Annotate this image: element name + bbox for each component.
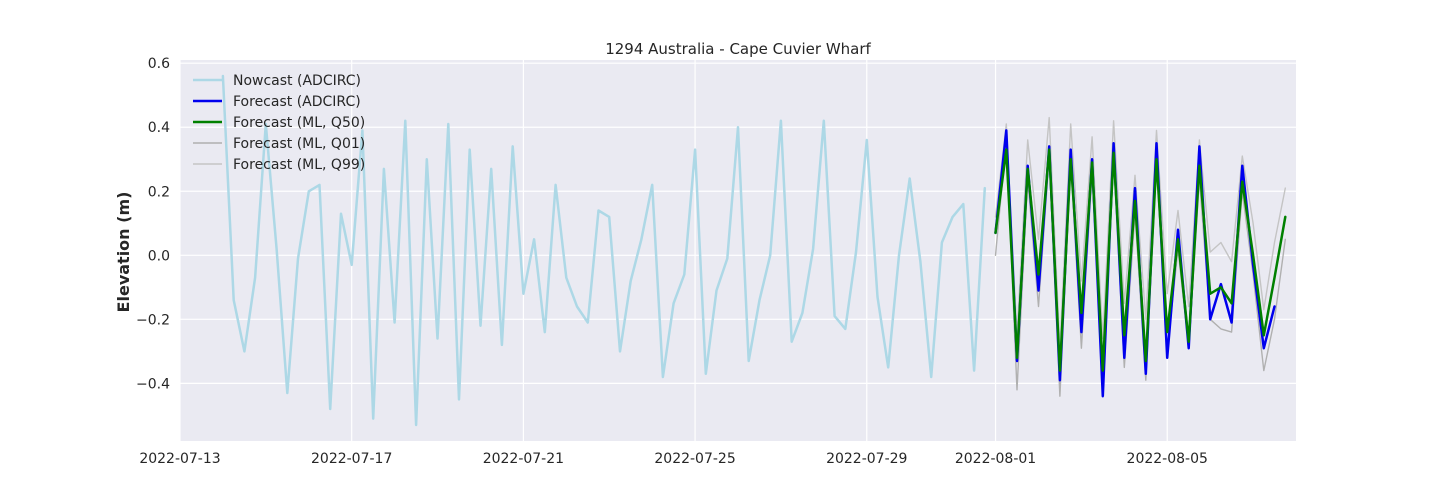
- series-line-5: [994, 148, 1287, 372]
- y-axis-label: Elevation (m): [114, 192, 133, 313]
- legend-label: Forecast (ML, Q01): [233, 136, 365, 152]
- x-tick-label: 2022-08-01: [955, 451, 1036, 467]
- legend: Nowcast (ADCIRC) Forecast (ADCIRC) Forecas…: [193, 73, 365, 173]
- x-tick-label: 2022-07-17: [311, 451, 392, 467]
- x-tick-label: 2022-07-29: [826, 451, 907, 467]
- y-tick-label: −0.2: [136, 312, 170, 328]
- legend-item: Forecast (ML, Q01): [193, 136, 365, 152]
- series-line-1: [221, 74, 987, 427]
- legend-label: Forecast (ADCIRC): [233, 94, 361, 110]
- legend-item: Nowcast (ADCIRC): [193, 73, 361, 89]
- y-tick-label: 0.2: [148, 184, 170, 200]
- legend-label: Nowcast (ADCIRC): [233, 73, 361, 89]
- x-axis-ticks: 2022-07-13 2022-07-17 2022-07-21 2022-07-25…: [139, 451, 1208, 467]
- chart-title: 1294 Australia - Cape Cuvier Wharf: [605, 40, 871, 58]
- x-tick-label: 2022-07-13: [139, 451, 220, 467]
- legend-item: Forecast (ML, Q99): [193, 157, 365, 173]
- gridlines: [179, 60, 1296, 441]
- x-tick-label: 2022-07-21: [483, 451, 564, 467]
- legend-item: Forecast (ADCIRC): [193, 94, 361, 110]
- y-tick-label: 0.4: [148, 120, 170, 136]
- series-lines: [221, 74, 1287, 427]
- y-tick-label: 0.0: [148, 248, 170, 264]
- y-axis-ticks: 0.6 0.4 0.2 0.0 −0.2 −0.4: [136, 56, 170, 392]
- legend-item: Forecast (ML, Q50): [193, 115, 365, 131]
- y-tick-label: −0.4: [136, 376, 170, 392]
- legend-label: Forecast (ML, Q50): [233, 115, 365, 131]
- x-tick-label: 2022-08-05: [1127, 451, 1208, 467]
- legend-label: Forecast (ML, Q99): [233, 157, 365, 173]
- x-tick-label: 2022-07-25: [654, 451, 735, 467]
- series-line-3: [994, 116, 1287, 349]
- y-tick-label: 0.6: [148, 56, 170, 72]
